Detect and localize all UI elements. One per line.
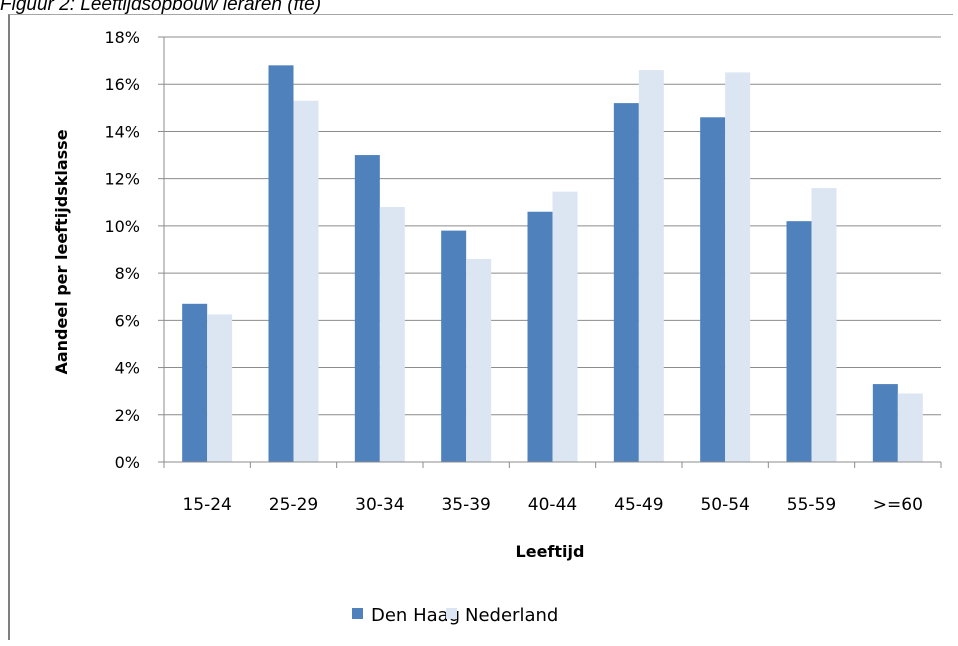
x-tick-labels: 15-24 25-29 30-34 35-39 40-44 45-49 50-54 55-59…	[182, 495, 922, 515]
bar-den-haag-50-54	[700, 117, 726, 463]
y-tick-label: 2%	[115, 406, 140, 425]
x-tick-label: 45-49	[614, 495, 663, 515]
bar-nederland-50-54	[725, 72, 751, 463]
x-tick-label: >=60	[873, 495, 923, 515]
y-tick-labels: 0% 2% 4% 6% 8% 10% 12% 14% 16% 18%	[104, 28, 164, 472]
chart-frame	[8, 14, 953, 640]
x-tick-label: 30-34	[355, 495, 404, 515]
bar-den-haag-40-44	[527, 211, 553, 462]
bar-nederland-40-44	[552, 191, 578, 462]
legend-label-den-haag: Den Haag	[371, 605, 460, 626]
legend-label-nederland: Nederland	[465, 605, 558, 626]
y-tick-label: 10%	[104, 217, 140, 236]
bar-den-haag-35-39	[441, 230, 467, 462]
bar-den-haag--60	[872, 384, 898, 462]
bar-den-haag-45-49	[613, 103, 639, 462]
bars	[182, 65, 923, 463]
x-tick-label: 50-54	[700, 495, 749, 515]
bar-nederland-30-34	[379, 207, 405, 462]
y-axis-label: Aandeel per leeftijdsklasse	[52, 129, 71, 374]
y-tick-label: 16%	[104, 75, 140, 94]
bar-nederland-55-59	[811, 188, 837, 462]
y-tick-label: 14%	[104, 122, 140, 141]
legend-swatch-den-haag	[352, 608, 363, 619]
figure-caption: Figuur 2: Leeftijdsopbouw leraren (fte)	[0, 0, 322, 15]
y-tick-label: 12%	[104, 170, 140, 189]
x-tick-label: 25-29	[269, 495, 318, 515]
bar-nederland--60	[897, 393, 923, 462]
x-tick-label: 15-24	[182, 495, 231, 515]
legend: Den Haag Nederland	[352, 605, 558, 626]
bar-den-haag-25-29	[268, 65, 294, 462]
bar-nederland-45-49	[638, 70, 664, 463]
y-tick-label: 0%	[115, 453, 140, 472]
x-tick-label: 40-44	[528, 495, 577, 515]
x-tick-label: 35-39	[441, 495, 490, 515]
x-axis-label: Leeftijd	[516, 542, 585, 561]
y-tick-label: 6%	[115, 311, 140, 330]
bar-nederland-35-39	[466, 258, 492, 462]
y-tick-label: 18%	[104, 28, 140, 47]
axes	[163, 37, 942, 468]
bar-den-haag-30-34	[354, 155, 380, 463]
y-tick-label: 4%	[115, 359, 140, 378]
y-tick-label: 8%	[115, 264, 140, 283]
bar-nederland-15-24	[207, 314, 233, 462]
bar-nederland-25-29	[293, 100, 319, 462]
legend-swatch-nederland	[446, 608, 457, 619]
bar-den-haag-15-24	[182, 303, 208, 462]
bar-den-haag-55-59	[786, 221, 812, 462]
x-tick-label: 55-59	[787, 495, 836, 515]
